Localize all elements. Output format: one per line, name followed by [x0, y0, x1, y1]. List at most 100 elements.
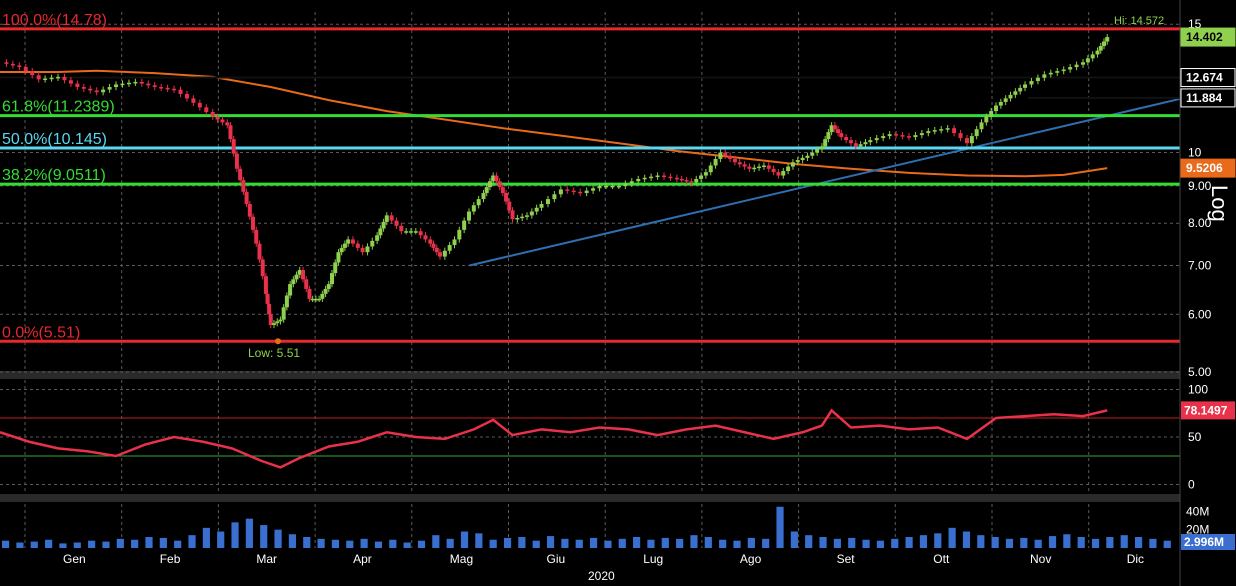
candle-body: [172, 88, 177, 91]
volume-bar: [73, 542, 81, 548]
candle-body: [275, 321, 280, 324]
candle-body: [476, 199, 481, 206]
candle-body: [191, 98, 196, 103]
volume-bar: [403, 542, 411, 548]
candle-body: [874, 138, 879, 141]
candle-body: [958, 133, 963, 139]
candle-body: [263, 276, 268, 294]
candle-body: [265, 293, 270, 304]
candle-body: [300, 270, 305, 280]
candle-body: [757, 166, 762, 169]
candle-body: [389, 215, 394, 221]
candle-body: [281, 307, 286, 320]
candle-body: [462, 220, 467, 230]
volume-bar: [1134, 537, 1143, 548]
volume-bar: [1149, 538, 1157, 548]
candle-body: [23, 67, 28, 72]
volume-bar: [1163, 540, 1171, 548]
panel-divider-rsi[interactable]: [0, 371, 1180, 379]
candle-body: [36, 75, 41, 80]
volume-bar: [661, 537, 669, 548]
candle-body: [323, 288, 328, 294]
candle-body: [378, 228, 383, 236]
volume-bar: [647, 539, 655, 548]
candle-body: [375, 235, 380, 241]
price-tick-label: 8.00: [1188, 216, 1212, 230]
candle-body: [197, 102, 202, 108]
candle-body: [771, 168, 776, 173]
volume-bar: [245, 518, 253, 548]
candle-body: [887, 134, 892, 137]
volume-bar: [518, 537, 526, 548]
candle-body: [330, 273, 335, 285]
candle-body: [75, 83, 80, 88]
candle-body: [251, 216, 256, 230]
price-value-tag-text: 9.5206: [1186, 161, 1223, 175]
candle-body: [786, 166, 791, 172]
candle-body: [662, 175, 667, 178]
low-marker: [275, 338, 281, 345]
candle-body: [481, 193, 486, 200]
candle-body: [945, 128, 950, 130]
candle-body: [805, 155, 810, 158]
volume-bar: [1034, 539, 1042, 548]
candle-body: [674, 177, 679, 180]
candle-body: [1008, 94, 1013, 99]
candle-body: [284, 295, 289, 308]
candle-body: [413, 231, 418, 233]
candle-body: [510, 210, 515, 220]
candle-body: [766, 165, 771, 169]
candle-body: [994, 105, 999, 112]
volume-bar: [159, 537, 167, 548]
candle-body: [713, 158, 718, 166]
candle-body: [254, 229, 259, 244]
candle-body: [1018, 87, 1023, 92]
candle-body: [832, 125, 837, 130]
candle-body: [1029, 81, 1034, 85]
volume-bar: [532, 540, 540, 548]
candle-body: [863, 142, 868, 145]
candle-body: [597, 185, 602, 189]
candle-body: [220, 119, 225, 123]
candle-body: [932, 130, 937, 132]
candle-body: [408, 231, 413, 233]
volume-tick-label: 20M: [1186, 523, 1209, 537]
candle-body: [133, 81, 138, 84]
candle-body: [228, 125, 233, 140]
candle-body: [494, 175, 499, 182]
panel-divider-volume[interactable]: [0, 494, 1180, 502]
candle-body: [723, 152, 728, 156]
high-annotation: Hi: 14.572: [1114, 15, 1164, 27]
volume-bar: [460, 531, 469, 548]
candle-body: [225, 122, 230, 126]
volume-bar: [561, 538, 569, 548]
candle-body: [307, 288, 312, 299]
volume-bar: [862, 539, 870, 548]
candle-body: [728, 155, 733, 159]
candle-body: [355, 243, 360, 248]
candle-body: [107, 87, 112, 90]
volume-bar: [303, 537, 311, 548]
candle-body: [62, 76, 67, 81]
moving-average-line: [0, 69, 1108, 178]
volume-bar: [762, 538, 770, 548]
candle-body: [437, 252, 442, 257]
candle-body: [900, 135, 905, 137]
trendline-path: [469, 97, 1181, 267]
candle-body: [428, 239, 433, 244]
volume-bar: [503, 537, 512, 548]
candle-body: [310, 298, 315, 301]
candle-body: [244, 191, 249, 205]
candle-body: [539, 204, 544, 208]
volume-bar: [991, 537, 999, 548]
price-candles: [4, 33, 1110, 345]
volume-bar: [360, 538, 368, 548]
candle-body: [1085, 58, 1090, 63]
volume-bar: [1106, 537, 1114, 548]
volume-bar: [16, 542, 24, 548]
candle-body: [829, 125, 834, 133]
candle-body: [810, 152, 815, 156]
price-value-tag: 14.402: [1180, 27, 1236, 47]
price-tick-label: 9.00: [1188, 179, 1212, 193]
